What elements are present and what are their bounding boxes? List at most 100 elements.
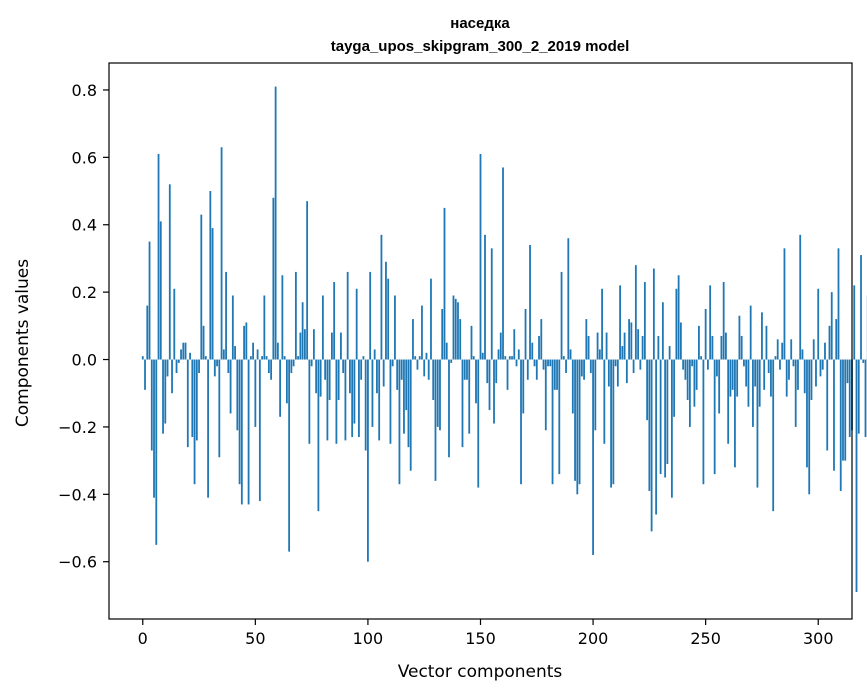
y-tick-label: 0.4 [72,216,97,235]
bar-71 [301,302,304,360]
bar-219 [634,265,637,360]
bar-107 [382,359,385,387]
bar-150 [479,153,482,360]
bar-38 [227,359,230,374]
bar-82 [326,359,329,441]
bar-287 [788,359,790,380]
bar-101 [369,271,372,360]
bar-195 [580,359,583,377]
bar-30 [209,191,212,360]
bar-121 [414,356,417,360]
bar-55 [265,356,268,360]
x-tick-label: 0 [138,629,148,648]
bar-321 [864,359,867,438]
bar-313 [846,359,849,384]
bar-140 [457,302,459,360]
bar-160 [502,167,504,360]
bar-47 [247,359,250,505]
x-tick-label: 150 [465,629,496,648]
bar-151 [481,352,484,360]
bar-79 [319,359,322,397]
bar-306 [830,292,833,360]
bar-201 [594,359,597,431]
bar-46 [245,322,248,360]
bar-276 [763,359,766,390]
bar-19 [184,342,187,360]
bar-249 [702,359,705,485]
bar-189 [567,238,570,360]
bar-203 [598,349,601,360]
bar-192 [574,359,576,481]
bar-210 [614,359,617,367]
chart-subtitle: tayga_upos_skipgram_300_2_2019 model [331,38,630,55]
bar-168 [520,359,522,485]
bar-211 [616,359,619,387]
bar-166 [515,359,518,367]
bar-93 [351,359,354,438]
bar-155 [490,248,493,360]
bar-319 [860,255,862,360]
bar-53 [261,356,263,360]
bar-135 [445,342,448,360]
bars-group [141,86,867,593]
bar-37 [225,271,227,360]
bar-146 [470,325,473,360]
bar-248 [700,356,703,360]
bar-269 [747,359,750,407]
chart-title: наседка [450,15,510,32]
bar-191 [571,359,574,414]
bar-291 [797,359,799,390]
bar-102 [371,359,374,427]
bar-294 [803,359,806,394]
bar-156 [493,359,495,424]
bar-78 [317,359,320,512]
bar-256 [718,359,721,414]
bar-31 [211,228,214,360]
bar-263 [734,359,736,468]
bar-196 [583,359,585,380]
bar-296 [808,359,811,495]
bar-277 [765,325,768,360]
bar-96 [358,359,360,438]
bar-114 [398,359,401,485]
bar-257 [720,335,723,360]
bar-10 [164,359,167,424]
bar-169 [522,359,525,414]
bar-229 [657,335,660,360]
bar-297 [810,359,813,400]
bar-159 [499,332,502,360]
bar-179 [544,359,547,431]
bar-48 [249,356,252,360]
bar-182 [551,359,554,485]
bar-288 [790,339,793,360]
bar-13 [171,359,173,394]
bar-6 [155,359,158,545]
bar-74 [308,359,311,444]
bar-193 [576,359,579,495]
bar-245 [693,359,696,407]
bar-217 [630,322,633,360]
bar-88 [340,332,342,360]
bar-57 [270,359,273,380]
bar-18 [182,342,185,360]
bar-142 [461,359,464,448]
bar-289 [792,359,795,367]
bar-130 [434,359,437,481]
x-tick-label: 300 [803,629,834,648]
bar-223 [643,282,646,360]
bar-17 [180,349,182,360]
bar-113 [396,359,399,390]
bar-128 [430,278,432,360]
bar-87 [337,359,340,400]
bar-131 [436,359,439,427]
bar-85 [333,282,336,360]
bar-170 [524,308,527,360]
bar-299 [815,359,817,387]
bar-162 [506,359,509,390]
bar-303 [824,342,826,360]
bar-123 [418,356,421,360]
bar-218 [632,359,635,374]
bar-259 [725,332,727,360]
bar-280 [772,359,775,512]
bar-134 [443,207,446,360]
